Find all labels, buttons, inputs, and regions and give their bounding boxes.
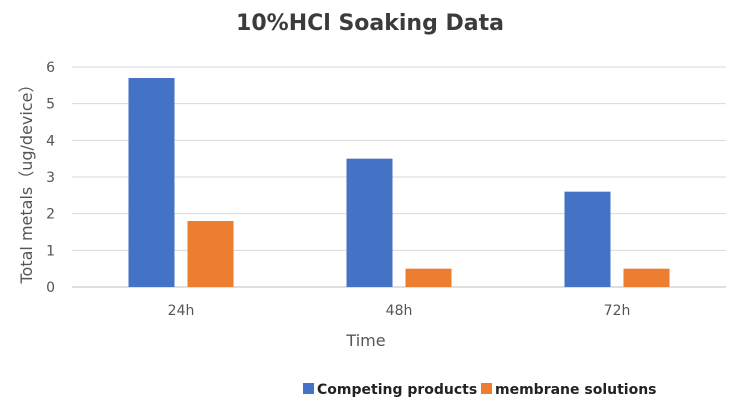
bars xyxy=(128,78,670,287)
bar-competing-products-72h xyxy=(564,191,611,287)
bar-membrane-solutions-48h xyxy=(405,268,452,287)
legend-swatch xyxy=(303,383,314,394)
gridlines xyxy=(72,66,726,288)
bar-competing-products-48h xyxy=(346,158,393,287)
y-tick-label: 5 xyxy=(46,97,55,113)
bar-membrane-solutions-24h xyxy=(187,221,234,287)
y-tick-label: 6 xyxy=(46,60,55,76)
chart-title: 10%HCl Soaking Data xyxy=(236,11,504,36)
y-axis-ticks: 0 1 2 3 4 5 6 xyxy=(46,60,55,296)
bar-competing-products-24h xyxy=(128,78,175,287)
bar-membrane-solutions-72h xyxy=(623,268,670,287)
x-tick-label: 24h xyxy=(168,303,195,319)
y-tick-label: 4 xyxy=(46,133,55,149)
y-tick-label: 0 xyxy=(46,280,55,296)
x-tick-label: 48h xyxy=(386,303,413,319)
legend-label: Competing products xyxy=(317,382,477,398)
y-tick-label: 2 xyxy=(46,207,55,223)
x-axis-ticks: 24h 48h 72h xyxy=(168,303,631,319)
y-axis-title: Total metals（ug/device） xyxy=(17,77,36,285)
x-tick-label: 72h xyxy=(604,303,631,319)
legend: Competing products membrane solutions xyxy=(303,382,657,398)
legend-swatch xyxy=(481,383,492,394)
y-tick-label: 1 xyxy=(46,243,55,259)
legend-label: membrane solutions xyxy=(495,382,657,398)
x-axis-title: Time xyxy=(345,331,385,350)
y-tick-label: 3 xyxy=(46,170,55,186)
